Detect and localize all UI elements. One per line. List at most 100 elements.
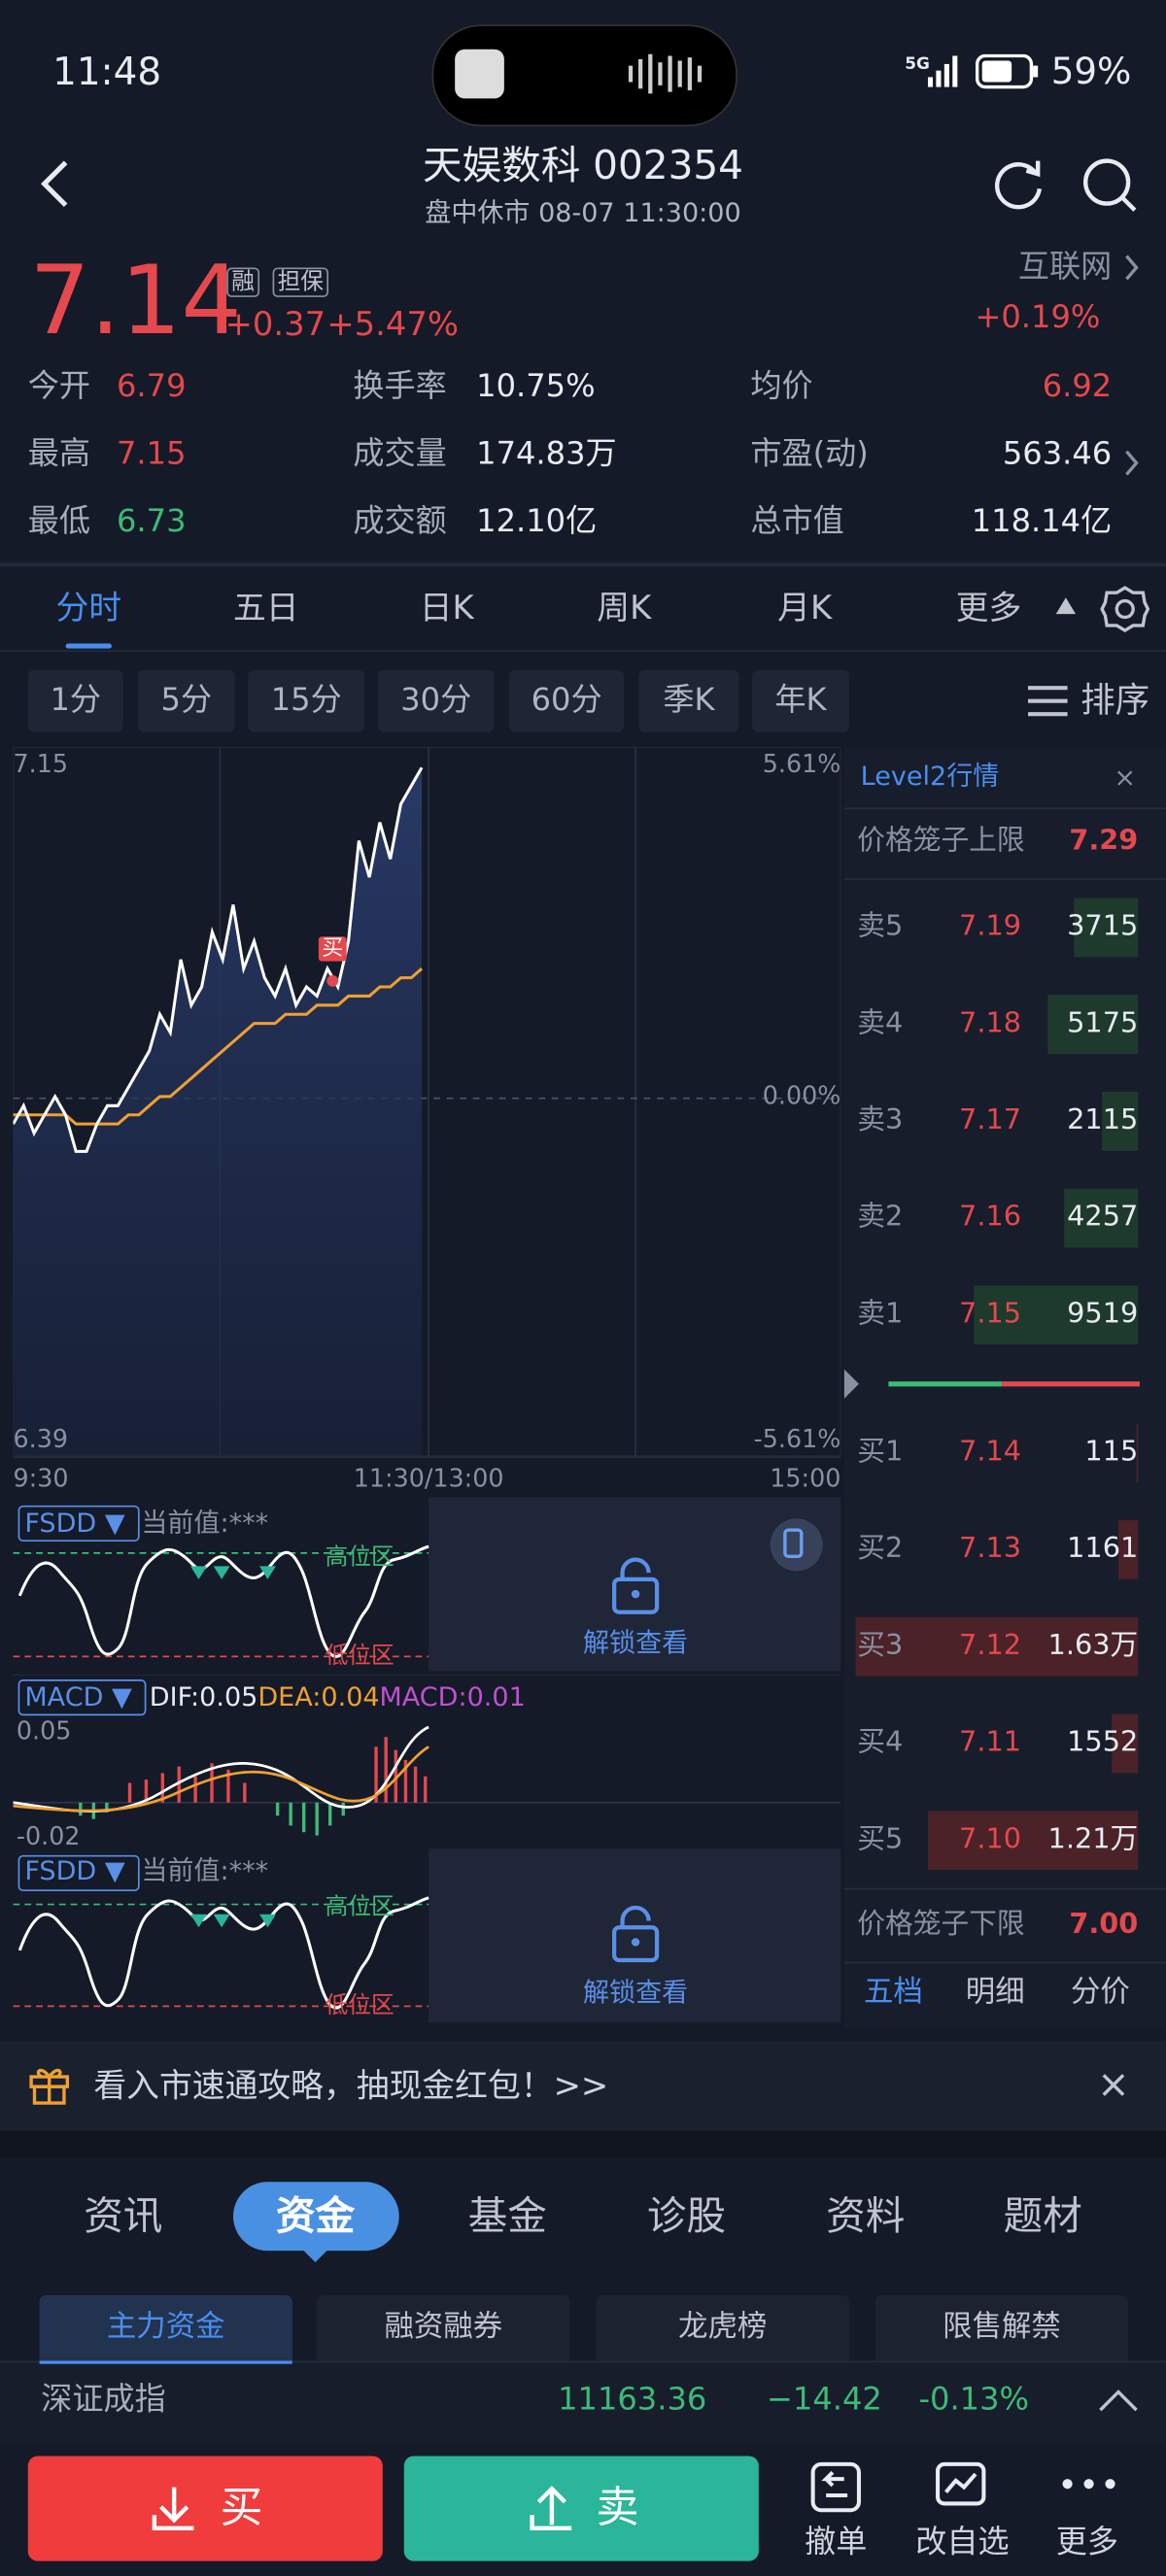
price-line	[13, 766, 424, 1153]
period-button[interactable]	[377, 669, 495, 732]
sell-label[interactable]: 卖	[596, 2484, 639, 2533]
sub-tab-label[interactable]: 融资融券	[384, 2310, 503, 2345]
period-button[interactable]	[638, 669, 739, 732]
chart-tab[interactable]: 日K	[419, 588, 474, 627]
fsdd-panel	[13, 1497, 841, 1672]
sub-tab[interactable]	[317, 2294, 570, 2361]
fsdd-label-box[interactable]	[17, 1505, 140, 1542]
section-tab[interactable]: 资金	[275, 2193, 356, 2240]
intraday-chart	[13, 747, 841, 1457]
stat-label: 成交额	[353, 503, 447, 540]
chart-tab[interactable]: 分时	[55, 588, 122, 627]
period-label[interactable]: 季K	[663, 682, 715, 719]
period-button[interactable]	[27, 669, 123, 732]
chart-tab[interactable]: 月K	[777, 588, 833, 627]
section-tab[interactable]: 资料	[826, 2193, 906, 2240]
cancel-icon[interactable]	[808, 2459, 864, 2515]
sort-label[interactable]: 排序	[1080, 680, 1150, 721]
level-volume: 4257	[1067, 1201, 1139, 1235]
period-label[interactable]: 60分	[531, 682, 602, 719]
y-axis-min: 6.39	[13, 1424, 68, 1454]
sub-tab[interactable]	[39, 2294, 292, 2364]
collapse-arrow[interactable]	[1097, 2387, 1140, 2413]
unlock-button: 解锁查看	[582, 1976, 689, 2009]
macd-label-box[interactable]	[17, 1679, 147, 1716]
price-limit-value: 7.29	[1069, 825, 1139, 859]
sector-name[interactable]: 互联网	[1017, 249, 1113, 286]
period-button[interactable]	[508, 669, 625, 732]
fsdd-panel-2	[13, 1848, 841, 2023]
more-icon[interactable]	[1061, 2471, 1116, 2497]
orderbook-tab[interactable]: 分价	[1070, 1975, 1130, 2010]
quote-tag: 融	[226, 267, 260, 297]
level-label: 卖2	[857, 1201, 904, 1235]
chart-tab[interactable]: 五日	[233, 588, 299, 627]
volume-bar	[1047, 995, 1139, 1055]
battery-icon	[975, 53, 1039, 89]
search-button[interactable]	[1080, 156, 1140, 216]
refresh-button[interactable]	[990, 157, 1046, 213]
watchlist-icon[interactable]	[933, 2459, 992, 2515]
section-tab[interactable]: 资讯	[84, 2193, 163, 2240]
orderbook-tab[interactable]: 明细	[965, 1975, 1025, 2010]
more-triangle[interactable]	[1052, 594, 1079, 618]
level-label: 买5	[857, 1822, 904, 1856]
action-label[interactable]: 改自选	[915, 2524, 1010, 2560]
level-label: 买2	[857, 1532, 904, 1566]
banner-text[interactable]: 看入市速通攻略，抽现金红包！>>	[93, 2065, 609, 2105]
buy-button[interactable]	[27, 2456, 383, 2561]
last-price: 7.14	[29, 244, 242, 356]
period-label[interactable]: 30分	[400, 682, 472, 719]
stat-value: 563.46	[1002, 435, 1113, 472]
sub-tab-label[interactable]: 龙虎榜	[678, 2310, 768, 2345]
period-label[interactable]: 5分	[160, 682, 213, 719]
sub-tab-label[interactable]: 主力资金	[106, 2310, 225, 2345]
sector-arrow[interactable]	[1121, 253, 1141, 282]
low-zone-label: 低位区	[325, 1992, 394, 2019]
stat-label: 市盈(动)	[750, 435, 869, 472]
period-label[interactable]: 1分	[50, 682, 102, 719]
level-label: 卖1	[857, 1298, 904, 1331]
low-zone-label: 低位区	[325, 1643, 394, 1670]
banner-close[interactable]	[1100, 2072, 1126, 2098]
macd-value: MACD:0.01	[379, 1680, 526, 1712]
period-button[interactable]	[248, 669, 365, 732]
price-area	[13, 767, 423, 1457]
period-button[interactable]	[752, 669, 849, 732]
orderbook-close[interactable]: ×	[1114, 762, 1137, 794]
settings-button[interactable]	[1100, 585, 1150, 634]
stat-label: 今开	[27, 368, 90, 405]
buy-label[interactable]: 买	[220, 2484, 263, 2533]
orderbook-tab[interactable]: 五档	[864, 1975, 923, 2010]
sell-button[interactable]	[403, 2456, 759, 2561]
tab-underline	[65, 643, 112, 649]
indicator-name: FSDD ▼	[24, 1854, 125, 1886]
level-label: 卖5	[857, 910, 904, 943]
promo-banner[interactable]	[0, 2040, 1166, 2131]
chart-tab[interactable]: 更多	[955, 588, 1022, 627]
action-label[interactable]: 更多	[1055, 2524, 1118, 2560]
stat-value: 10.75%	[476, 368, 596, 405]
sub-tab-label[interactable]: 限售解禁	[943, 2310, 1061, 2345]
network-type: 5G	[905, 55, 930, 75]
stat-value: 7.15	[117, 435, 187, 472]
period-label[interactable]: 年K	[774, 682, 827, 719]
market-status: 盘中休市 08-07 11:30:00	[425, 196, 741, 228]
orderbook-divider	[843, 1961, 1166, 1964]
sub-tab[interactable]	[596, 2294, 849, 2361]
sort-icon[interactable]	[1026, 683, 1069, 719]
pe-arrow[interactable]	[1121, 448, 1141, 477]
section-tab[interactable]: 诊股	[646, 2193, 727, 2240]
section-tab[interactable]: 基金	[467, 2193, 547, 2240]
fsdd-label-box[interactable]	[17, 1854, 140, 1892]
action-label[interactable]: 撤单	[805, 2524, 868, 2560]
level-label: 买4	[857, 1726, 904, 1759]
period-label[interactable]: 15分	[270, 682, 342, 719]
period-button[interactable]	[137, 669, 235, 732]
level-label: 买1	[857, 1436, 904, 1469]
section-tab[interactable]: 题材	[1003, 2193, 1082, 2240]
chart-tab[interactable]: 周K	[597, 588, 652, 627]
back-button[interactable]	[36, 157, 79, 210]
sub-tab[interactable]	[874, 2294, 1129, 2361]
stat-value: 174.83万	[476, 435, 617, 472]
